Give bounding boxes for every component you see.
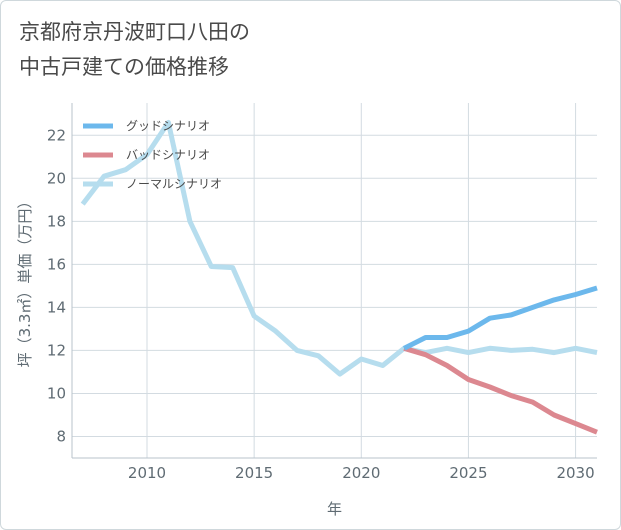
- x-tick-label: 2015: [235, 464, 273, 482]
- y-tick-label: 14: [47, 298, 66, 316]
- y-tick-label: 12: [47, 341, 66, 359]
- legend-label-2: ノーマルシナリオ: [126, 177, 222, 191]
- y-tick-label: 18: [47, 212, 66, 230]
- x-tick-label: 2010: [128, 464, 166, 482]
- x-tick-label: 2030: [556, 464, 594, 482]
- series-lines: [80, 119, 598, 435]
- y-tick-label: 16: [47, 255, 66, 273]
- plot-area: [72, 103, 597, 458]
- series-line-0: [402, 285, 598, 351]
- y-axis-label: 坪（3.3㎡）単価（万円）: [16, 194, 34, 368]
- grid-lines: [72, 103, 597, 458]
- series-line-1: [403, 345, 598, 435]
- y-tick-label: 22: [47, 126, 66, 144]
- x-tick-label: 2025: [449, 464, 487, 482]
- title-line-1: 京都府京丹波町口八田の: [19, 20, 250, 44]
- x-tick-label: 2020: [342, 464, 380, 482]
- y-tick-label: 10: [47, 384, 66, 402]
- chart-title: 京都府京丹波町口八田の 中古戸建ての価格推移: [19, 15, 250, 85]
- legend-label-0: グッドシナリオ: [126, 119, 210, 133]
- series-line-2: [80, 119, 598, 377]
- y-tick-label: 20: [47, 169, 66, 187]
- y-tick-label: 8: [56, 427, 66, 445]
- title-line-2: 中古戸建ての価格推移: [19, 55, 229, 79]
- axes: 8 10 12 14 16 18 20 22 2010 2015 2020 2025 2030 年 坪（3.…: [16, 103, 597, 518]
- legend-label-1: バッドシナリオ: [126, 148, 210, 162]
- x-axis-label: 年: [327, 500, 342, 518]
